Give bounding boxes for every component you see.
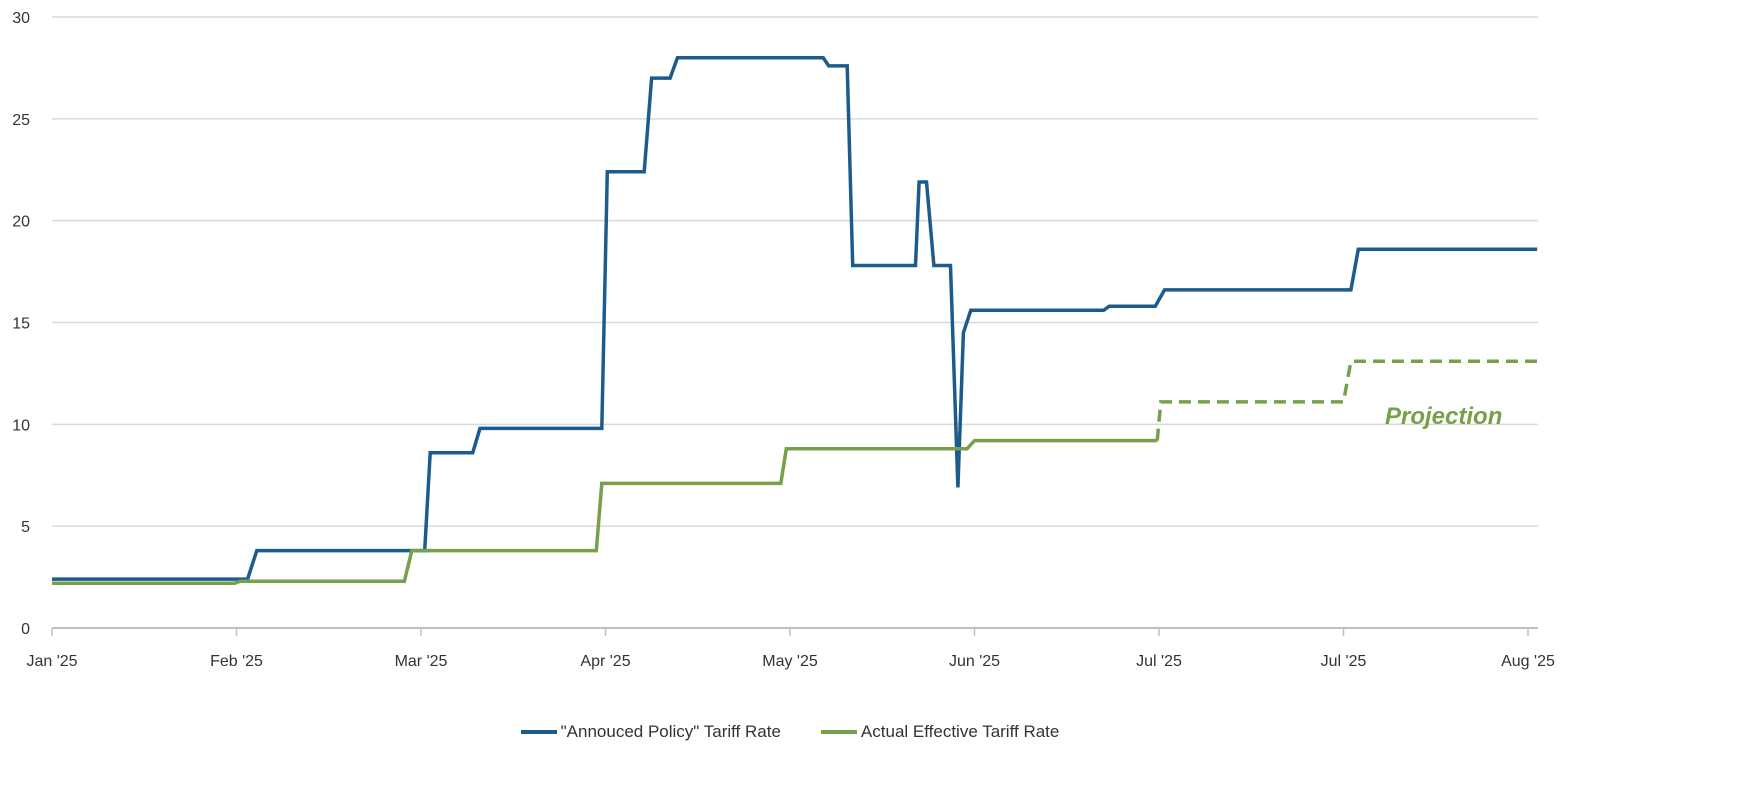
series-line-annouced-policy-tariff-rate xyxy=(52,55,1538,581)
legend-swatch-announced xyxy=(520,730,557,734)
legend-label-announced: "Annouced Policy" Tariff Rate xyxy=(560,722,781,741)
x-tick-label: Feb '25 xyxy=(210,653,263,670)
legend: "Annouced Policy" Tariff Rate Actual Eff… xyxy=(0,722,1580,742)
series-lines xyxy=(52,55,1538,585)
x-tick-label: Jul '25 xyxy=(1136,653,1182,670)
x-tick-label: May '25 xyxy=(762,653,818,670)
y-tick-label: 0 xyxy=(21,621,30,638)
y-axis: 0 5 10 15 20 25 30 xyxy=(12,10,30,638)
gridlines xyxy=(52,16,1538,629)
series-line-projection xyxy=(1155,359,1538,441)
y-tick-label: 30 xyxy=(12,10,30,27)
legend-item-actual: Actual Effective Tariff Rate xyxy=(820,722,1060,742)
x-axis: Jan '25 Feb '25 Mar '25 Apr '25 May '25 Jun '… xyxy=(26,628,1555,670)
x-tick-label: Jan '25 xyxy=(26,653,77,670)
x-tick-label: Mar '25 xyxy=(395,653,448,670)
projection-annotation: Projection xyxy=(1385,403,1502,430)
x-tick-label: Apr '25 xyxy=(580,653,630,670)
x-tick-label: Aug '25 xyxy=(1501,653,1555,670)
y-tick-label: 5 xyxy=(21,519,30,536)
series-line-actual-effective-tariff-rate xyxy=(52,438,1158,585)
y-tick-label: 20 xyxy=(12,214,30,231)
legend-label-actual: Actual Effective Tariff Rate xyxy=(860,722,1060,741)
y-tick-label: 15 xyxy=(12,316,30,333)
y-tick-label: 25 xyxy=(12,112,30,129)
x-tick-label: Jun '25 xyxy=(949,653,1000,670)
legend-swatch-actual xyxy=(820,730,857,734)
x-tick-label: Jul '25 xyxy=(1321,653,1367,670)
legend-item-announced: "Annouced Policy" Tariff Rate xyxy=(520,722,781,742)
y-tick-label: 10 xyxy=(12,417,30,434)
